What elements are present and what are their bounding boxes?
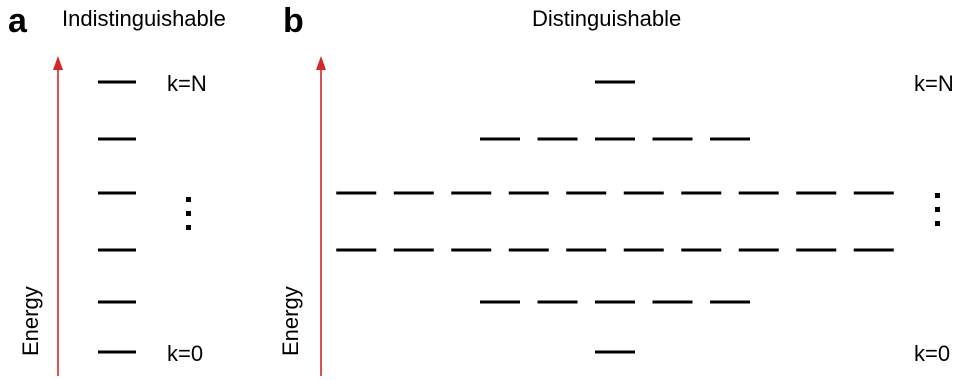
panel-a-title: Indistinguishable	[62, 6, 226, 31]
panel-a-letter: a	[8, 2, 27, 40]
panel-a-arrowhead	[53, 56, 63, 70]
panel-b-levels	[336, 80, 894, 354]
panel-a-ellipsis-icon	[186, 197, 191, 230]
panel-b-arrowhead	[316, 56, 326, 70]
panel-b-ellipsis-icon	[935, 193, 940, 226]
panel-b-title: Distinguishable	[532, 6, 682, 31]
panel-a-top-label: k=N	[167, 71, 207, 96]
panel-a-levels	[98, 80, 136, 354]
panel-b-letter: b	[283, 2, 304, 40]
panel-a-bottom-label: k=0	[167, 341, 204, 366]
panel-b-bottom-label: k=0	[914, 341, 951, 366]
panel-b-top-label: k=N	[914, 71, 954, 96]
